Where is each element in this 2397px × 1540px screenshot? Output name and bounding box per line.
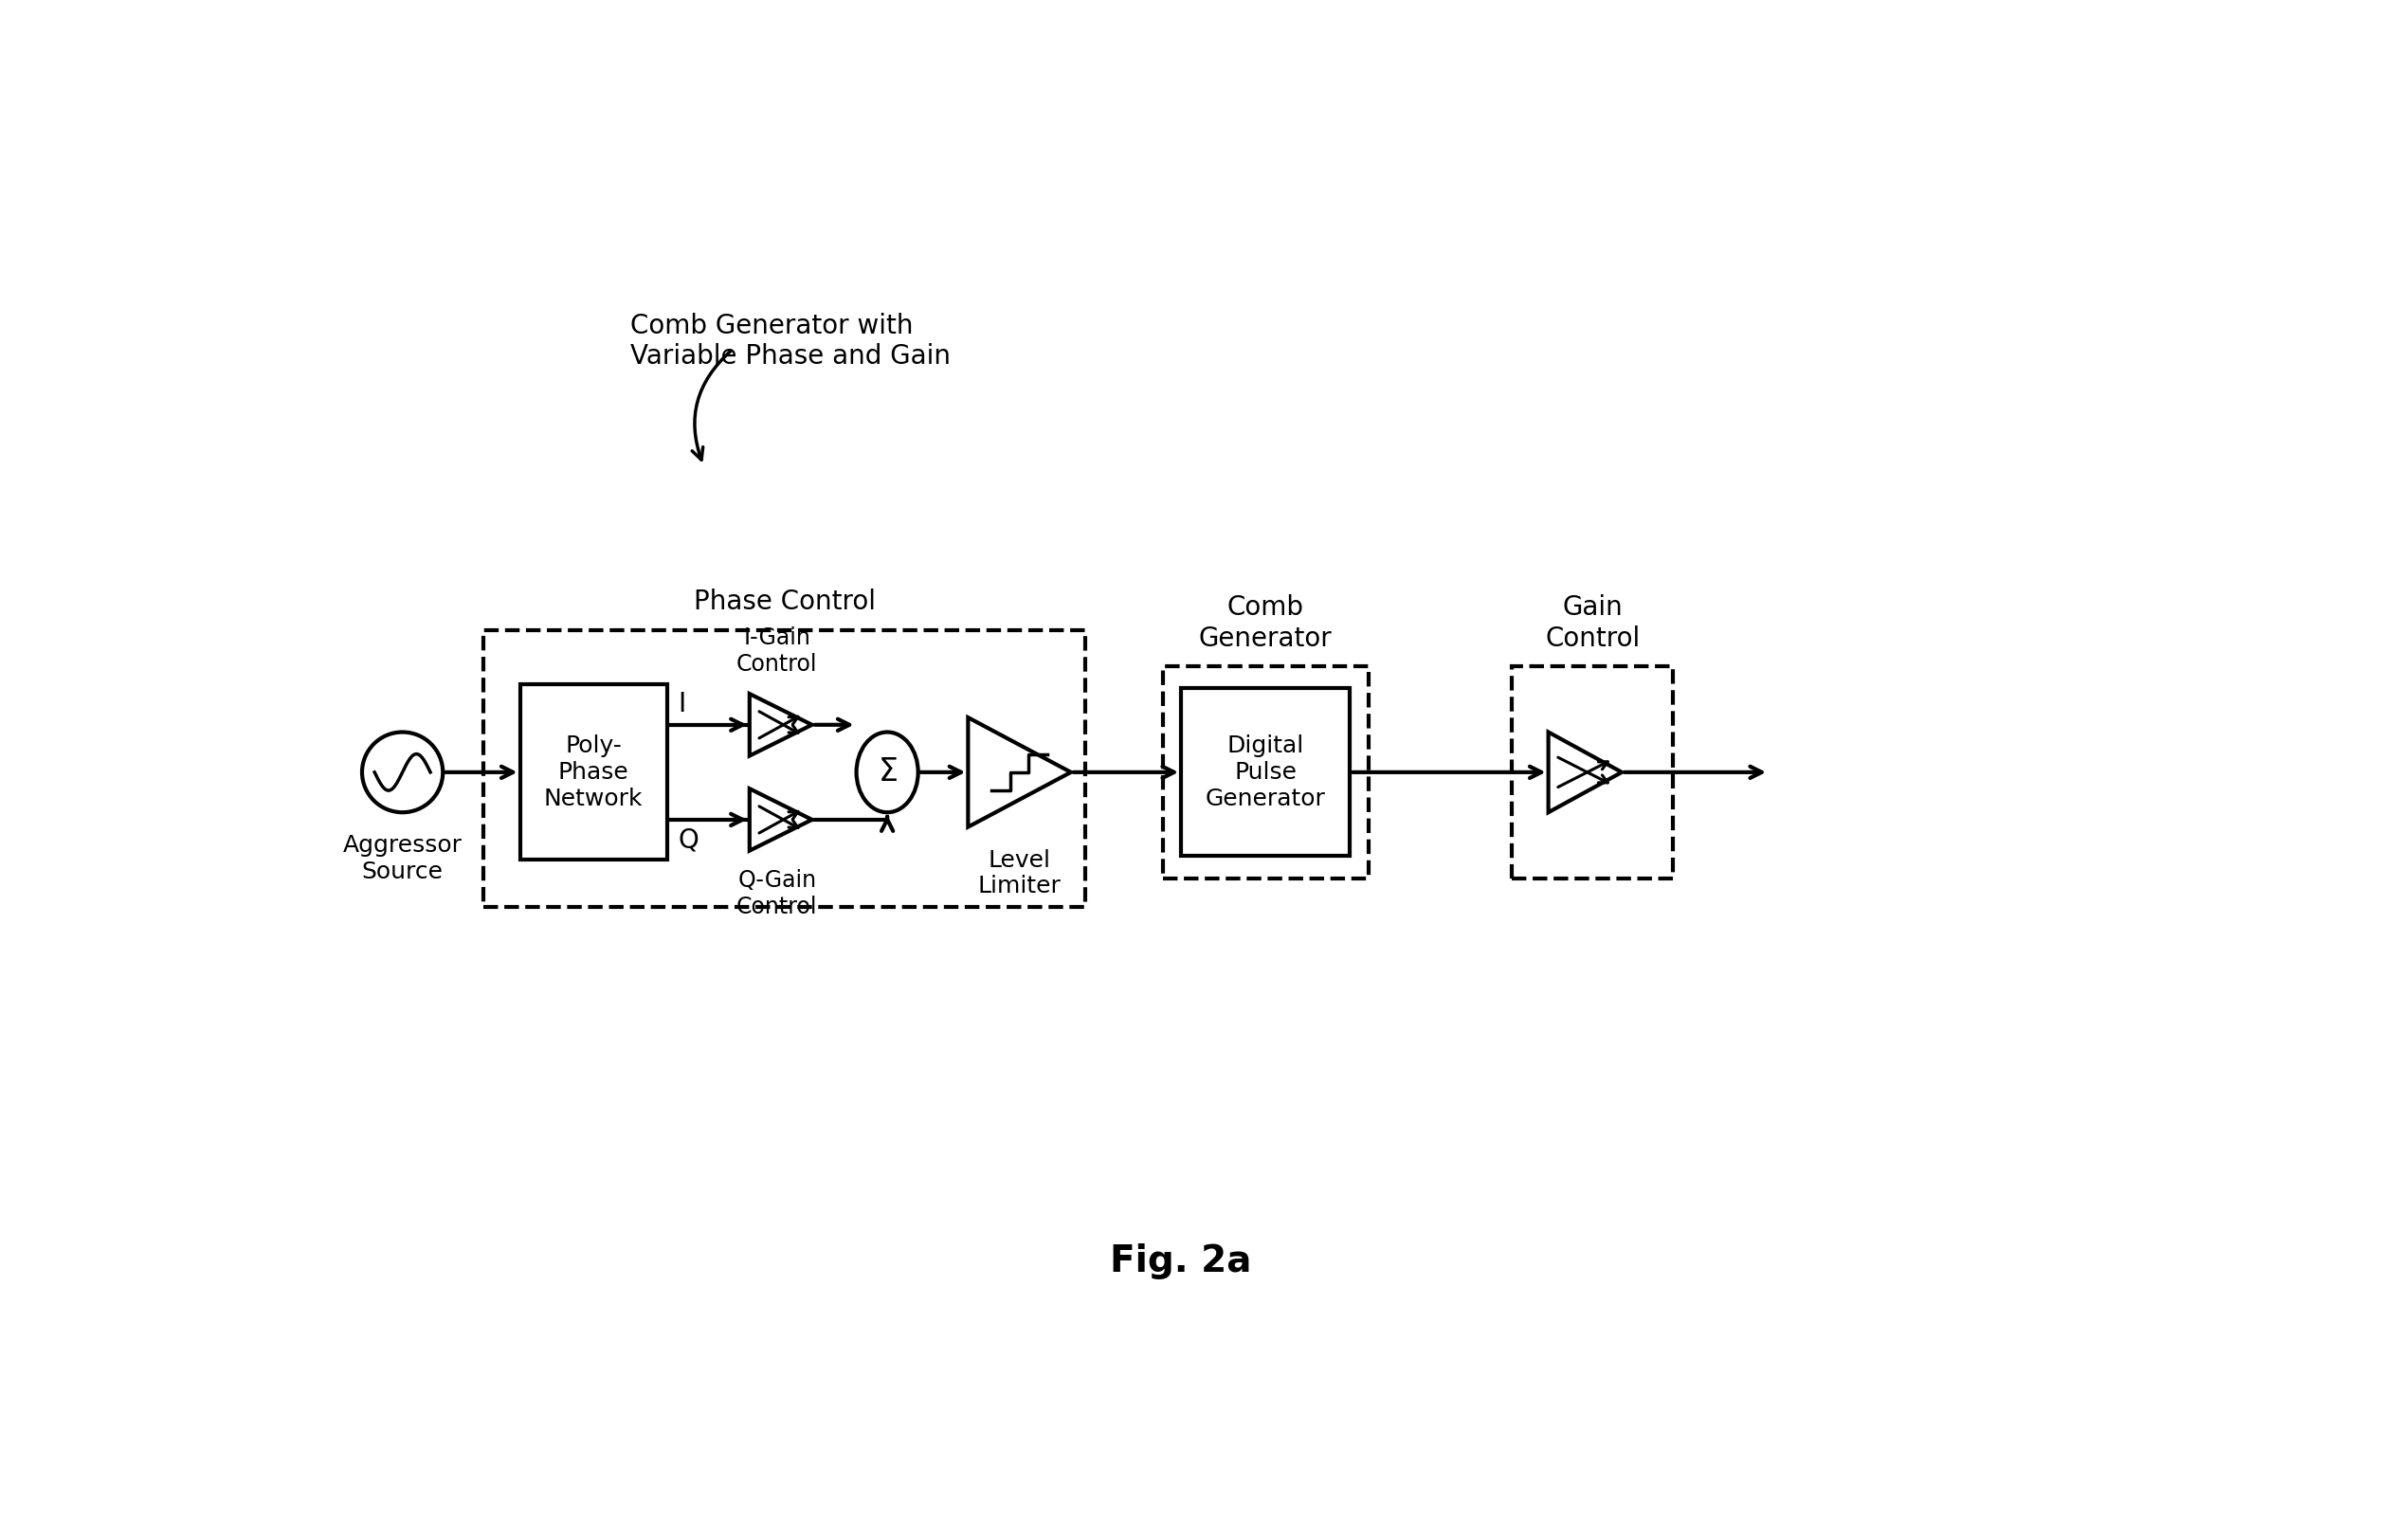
Polygon shape	[1548, 732, 1623, 813]
Polygon shape	[750, 695, 813, 756]
Bar	[1182, 688, 1350, 856]
Text: Q: Q	[678, 827, 698, 853]
Text: Fig. 2a: Fig. 2a	[1110, 1243, 1251, 1280]
Bar	[484, 630, 1086, 907]
Text: Poly-
Phase
Network: Poly- Phase Network	[544, 735, 642, 810]
Polygon shape	[968, 718, 1071, 827]
Text: I: I	[678, 691, 686, 718]
Text: Comb
Generator: Comb Generator	[1198, 594, 1333, 651]
Text: Q-Gain
Control: Q-Gain Control	[736, 869, 817, 918]
Bar	[1513, 667, 1673, 878]
Bar	[520, 685, 666, 859]
Circle shape	[362, 732, 443, 813]
Text: I-Gain
Control: I-Gain Control	[736, 627, 817, 676]
Text: Comb Generator with
Variable Phase and Gain: Comb Generator with Variable Phase and G…	[630, 313, 952, 370]
Text: Phase Control: Phase Control	[693, 588, 875, 616]
Bar	[1163, 667, 1369, 878]
Polygon shape	[750, 788, 813, 850]
Text: Level
Limiter: Level Limiter	[978, 849, 1062, 898]
Text: Gain
Control: Gain Control	[1546, 594, 1640, 651]
Text: Aggressor
Source: Aggressor Source	[343, 835, 463, 884]
Ellipse shape	[856, 732, 918, 813]
Text: $\Sigma$: $\Sigma$	[877, 756, 896, 788]
Text: Digital
Pulse
Generator: Digital Pulse Generator	[1206, 735, 1326, 810]
